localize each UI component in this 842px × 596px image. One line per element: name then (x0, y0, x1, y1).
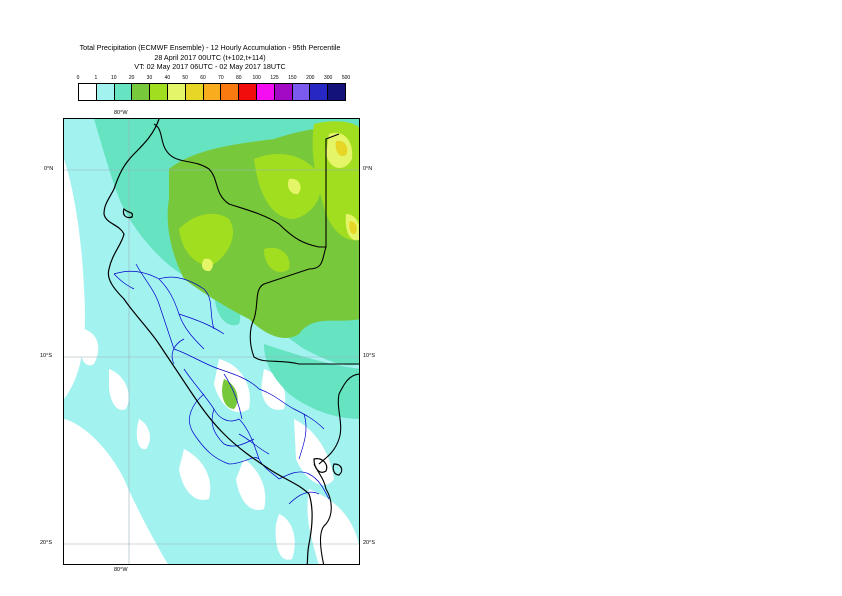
precipitation-map (63, 118, 360, 565)
legend-level-label: 300 (323, 75, 333, 81)
legend-level-label: 1 (94, 75, 98, 81)
lat-label-left-0: 0°N (44, 166, 54, 172)
legend-level-label: 150 (288, 75, 297, 81)
admin-boundaries (113, 263, 330, 505)
extreme-precip-areas (335, 140, 357, 235)
legend-level-label: 0 (76, 75, 80, 81)
legend-level-labels: 0 1 10 20 30 40 50 60 70 80 100 125 150 200 300 500 (70, 75, 360, 83)
legend-swatch (292, 84, 311, 100)
chart-title: Total Precipitation (ECMWF Ensemble) - 1… (79, 43, 341, 52)
legend-swatch (328, 84, 345, 100)
lat-label-right-10: 10°S (363, 353, 375, 359)
legend-swatch (79, 84, 97, 100)
legend-level-label: 20 (128, 75, 135, 81)
dry-areas (64, 159, 359, 564)
legend-swatch (150, 84, 168, 100)
legend-swatch (221, 84, 240, 100)
chart-title-block: Total Precipitation (ECMWF Ensemble) - 1… (30, 43, 390, 72)
legend-swatch (203, 84, 222, 100)
legend-level-label: 30 (146, 75, 153, 81)
legend-swatch (167, 84, 186, 100)
country-borders (153, 123, 359, 564)
lon-label-top: 80°W (114, 110, 128, 116)
legend-swatch (256, 84, 275, 100)
lat-label-right-0: 0°N (363, 166, 373, 172)
legend-swatch (96, 84, 115, 100)
legend-level-label: 80 (236, 75, 242, 81)
map-graticule (64, 119, 359, 564)
legend-level-label: 50 (182, 75, 188, 81)
legend-swatch (114, 84, 133, 100)
legend-level-label: 200 (306, 75, 315, 81)
legend-level-label: 10 (110, 75, 117, 81)
lat-label-right-20: 20°S (363, 540, 375, 546)
legend-swatch (185, 84, 204, 100)
color-legend (78, 83, 346, 101)
lat-label-left-10: 10°S (40, 353, 52, 359)
coastline (103, 119, 343, 564)
map-svg (64, 119, 359, 564)
legend-level-label: 40 (164, 75, 171, 81)
legend-level-label: 500 (341, 75, 351, 81)
chart-run-date: 28 April 2017 00UTC (t+102,t+114) (154, 52, 266, 62)
lat-label-left-20: 20°S (40, 540, 52, 546)
chart-valid-time: VT: 02 May 2017 06UTC - 02 May 2017 18UT… (134, 62, 286, 72)
legend-swatch (239, 84, 257, 100)
legend-swatch (132, 84, 151, 100)
legend-level-label: 70 (218, 75, 224, 81)
legend-level-label: 60 (200, 75, 206, 81)
legend-swatch (310, 84, 329, 100)
legend-swatch (274, 84, 293, 100)
legend-level-label: 100 (252, 75, 261, 81)
legend-level-label: 125 (270, 75, 279, 81)
lon-label-bottom: 80°W (114, 567, 128, 573)
